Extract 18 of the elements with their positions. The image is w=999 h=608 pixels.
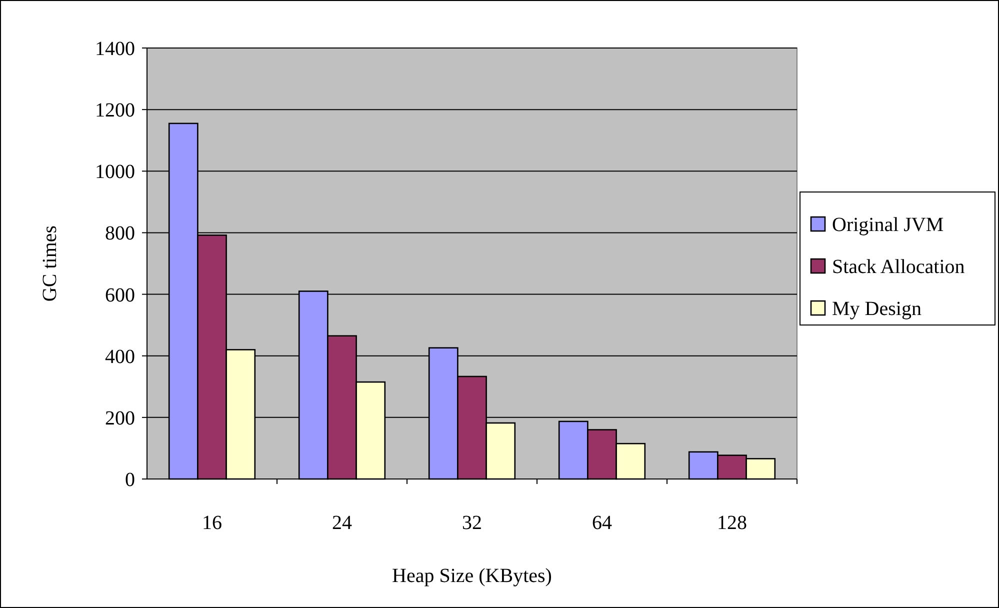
y-tick-label: 600 (105, 284, 135, 306)
y-axis-title: GC times (39, 225, 61, 302)
legend-label: Original JVM (832, 214, 944, 236)
y-tick-label: 800 (105, 222, 135, 245)
y-tick-label: 200 (105, 407, 135, 430)
x-tick-label: 16 (202, 512, 222, 534)
x-tick-label: 128 (717, 512, 747, 534)
y-tick-label: 400 (105, 346, 135, 368)
x-tick-label: 24 (332, 512, 352, 534)
x-tick-label: 32 (462, 512, 482, 534)
x-tick-label: 64 (592, 512, 612, 534)
legend-label: My Design (832, 298, 922, 320)
y-tick-label: 0 (125, 469, 135, 491)
y-tick-label: 1400 (95, 38, 135, 60)
y-tick-label: 1200 (95, 100, 135, 122)
y-tick-label: 1000 (95, 161, 135, 184)
legend-label: Stack Allocation (832, 256, 965, 278)
x-axis-title: Heap Size (KBytes) (392, 565, 552, 587)
